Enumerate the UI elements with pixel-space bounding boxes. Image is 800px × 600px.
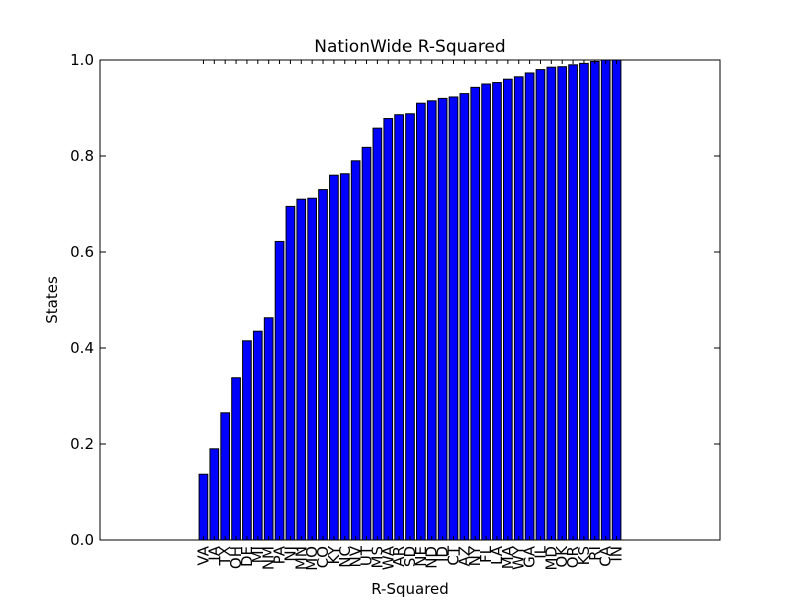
x-tick-label: MN [292,546,310,570]
bar [513,76,524,541]
bar [372,127,383,541]
x-tick-label: AZ [455,546,473,567]
x-tick-label: AR [390,546,408,567]
bar [416,102,426,541]
bar [394,114,404,541]
bar [350,160,361,541]
x-tick-label: IL [531,545,549,558]
bar [437,97,448,541]
x-tick-label: CA [597,545,615,566]
x-axis-label: R-Squared [371,580,449,598]
bar [546,66,557,541]
bar [209,448,220,541]
bar [492,82,502,541]
bar [339,173,350,541]
x-tick-label: SD [401,546,419,567]
x-tick-label: GA [521,545,539,568]
y-tick-label: 0.0 [70,531,94,549]
x-tick-label: CO [314,546,332,568]
bar [470,86,481,541]
x-tick-label: NY [466,545,484,566]
plot-frame [99,59,721,541]
x-tick-label: KS [575,546,593,565]
x-tick-label: IA [205,545,223,560]
bar [611,59,622,541]
x-tick-label: IN [608,546,626,562]
bar [524,72,535,541]
x-tick-label: DE [238,546,256,567]
bar [285,205,296,541]
x-tick-label: NC [336,546,354,568]
x-tick-label: FL [477,545,495,563]
bar [568,64,578,541]
x-tick-label: OH [227,546,245,569]
bar [220,412,231,541]
bar [307,197,318,541]
x-tick-label: MO [303,546,321,571]
x-tick-label: ND [423,546,441,569]
x-tick-label: NE [412,546,430,567]
bar [263,317,274,541]
x-tick-label: MD [542,546,560,571]
x-tick-label: UT [358,545,376,566]
bar [296,198,307,541]
bar [557,66,568,541]
x-tick-label: KY [325,545,343,564]
x-tick-label: NV [347,545,365,567]
x-tick-label: LA [488,545,506,565]
bar [502,78,513,541]
bar [242,340,252,541]
x-tick-label: PA [271,545,289,564]
bar [589,60,600,541]
bar [579,62,589,541]
bar [383,118,394,541]
y-tick-label: 0.2 [70,435,94,453]
x-tick-label: MA [499,545,517,569]
x-tick-label: VA [194,545,212,565]
bar [535,69,546,541]
x-tick-label: NJ [281,546,299,562]
y-tick-label: 0.6 [70,243,94,261]
x-tick-label: MS [368,546,386,568]
y-tick-label: 1.0 [70,51,94,69]
x-tick-label: OR [564,546,582,568]
y-tick-label: 0.4 [70,339,94,357]
x-tick-label: CT [444,545,462,565]
x-tick-label: WA [379,545,397,570]
y-axis-label: States [43,276,61,324]
bar [481,83,491,541]
x-tick-label: MI [249,546,267,563]
bar [252,330,263,541]
bar [426,100,437,541]
bar [231,377,241,541]
bar [274,240,285,541]
x-tick-label: OK [553,545,571,568]
bar [448,96,459,541]
bar [361,146,372,541]
x-tick-label: ID [434,546,452,562]
chart-title: NationWide R-Squared [314,37,505,57]
x-tick-label: TX [216,546,234,566]
x-tick-label: WY [510,545,528,570]
y-tick-label: 0.8 [70,147,94,165]
x-tick-label: RI [586,546,604,561]
bar [459,93,470,541]
bar [405,113,415,541]
bar [600,59,611,541]
bar [198,473,209,541]
bar [318,189,328,541]
x-tick-label: NM [260,546,278,570]
bar [329,174,339,541]
